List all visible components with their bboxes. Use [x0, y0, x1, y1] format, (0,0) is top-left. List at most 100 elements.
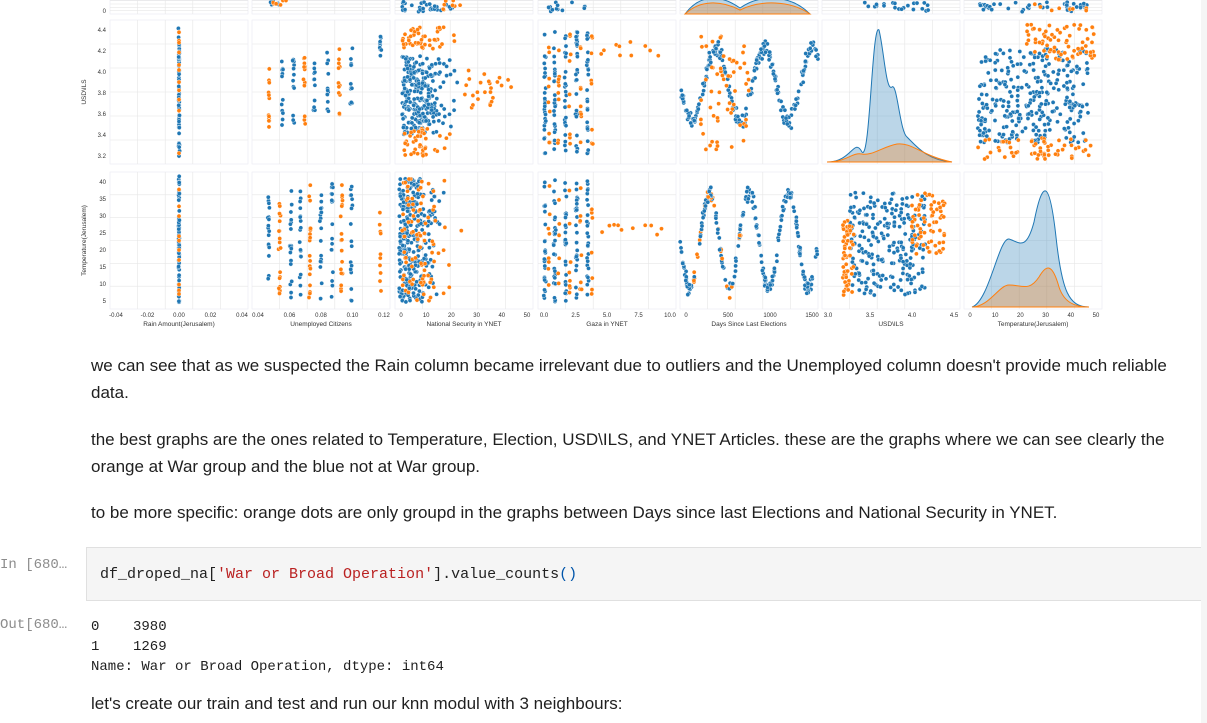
scatter-point — [288, 261, 294, 267]
scatter-point — [890, 274, 895, 280]
scatter-point — [1009, 59, 1014, 65]
scatter-point — [1001, 98, 1007, 104]
scatter-point — [338, 267, 344, 272]
scatter-point — [1056, 6, 1062, 11]
scatter-point — [414, 201, 420, 207]
scatter-point — [630, 225, 636, 231]
scatter-point — [866, 4, 871, 9]
scatter-point — [405, 184, 411, 189]
scatter-point — [402, 234, 407, 239]
scatter-point — [441, 79, 446, 85]
scatter-point — [709, 89, 714, 94]
scatter-point — [848, 205, 854, 210]
scatter-point — [750, 190, 755, 195]
scatter-point — [1078, 5, 1083, 10]
scatter-point — [898, 255, 904, 261]
scatter-point — [541, 61, 547, 66]
scatter-point — [574, 149, 580, 154]
scatter-point — [402, 7, 408, 12]
scatter-point — [288, 217, 294, 223]
scatter-point — [397, 234, 403, 239]
scatter-point — [1026, 111, 1032, 117]
scatter-point — [585, 147, 591, 153]
scatter-point — [840, 238, 846, 244]
scatter-point — [887, 200, 893, 206]
code-cell[interactable]: df_droped_na['War or Broad Operation'].v… — [86, 547, 1202, 601]
scatter-point — [752, 204, 758, 210]
scatter-point — [417, 207, 423, 213]
scatter-point — [279, 102, 284, 107]
scatter-point — [1045, 144, 1051, 149]
x-axis-label: Days Since Last Elections — [711, 321, 787, 328]
scatter-point — [709, 65, 715, 70]
scatter-point — [988, 150, 993, 155]
scatter-point — [852, 215, 857, 220]
scatter-point — [772, 265, 777, 271]
scatter-point — [176, 50, 182, 55]
scatter-point — [308, 226, 313, 231]
scatter-point — [482, 89, 488, 95]
scatter-point — [1045, 4, 1050, 10]
scatter-point — [1023, 125, 1028, 131]
scatter-point — [1015, 98, 1020, 103]
scatter-point — [797, 245, 803, 250]
scatter-point — [705, 194, 711, 200]
y-tick-label: 3.6 — [98, 112, 107, 118]
scatter-point — [864, 212, 870, 218]
scatter-point — [567, 290, 572, 295]
scatter-point — [298, 225, 304, 231]
scatter-point — [1084, 49, 1089, 55]
scatter-point — [1054, 105, 1060, 111]
scatter-point — [904, 195, 910, 201]
scatter-point — [319, 210, 324, 215]
scatter-point — [743, 106, 749, 111]
scatter-point — [868, 194, 874, 200]
scatter-point — [707, 50, 712, 56]
scatter-point — [414, 297, 420, 303]
scatter-point — [584, 219, 590, 224]
scatter-point — [741, 138, 746, 143]
y-tick-label: 3.2 — [98, 154, 107, 160]
scatter-point — [882, 201, 888, 206]
scatter-point — [584, 87, 590, 93]
scatter-point — [1053, 151, 1058, 157]
scatter-point — [378, 231, 384, 236]
scatter-point — [278, 2, 283, 8]
scatter-point — [717, 235, 722, 241]
scatter-point — [986, 128, 992, 133]
scatter-point — [989, 7, 995, 12]
scatter-point — [405, 59, 411, 65]
scatter-point — [1025, 116, 1031, 121]
scatter-point — [703, 203, 708, 209]
scatter-point — [868, 242, 874, 248]
markdown-paragraph-1: we can see that as we suspected the Rain… — [91, 356, 1167, 402]
scatter-point — [421, 273, 427, 279]
x-tick-label: 3.5 — [866, 313, 875, 319]
scatter-point — [409, 3, 415, 8]
scatter-point — [1074, 4, 1080, 10]
scatter-point — [759, 259, 764, 265]
scatter-point — [585, 212, 590, 218]
scatter-point — [919, 284, 925, 289]
scatter-point — [555, 271, 561, 276]
scatter-point — [1065, 85, 1070, 91]
scatter-point — [419, 179, 425, 184]
scatter-point — [573, 72, 579, 77]
scatter-point — [318, 259, 323, 264]
scatter-point — [679, 249, 684, 255]
code-line[interactable]: df_droped_na['War or Broad Operation'].v… — [100, 566, 577, 583]
scatter-point — [377, 278, 383, 284]
markdown-paragraph-2: the best graphs are the ones related to … — [91, 430, 1165, 476]
scatter-point — [745, 185, 751, 190]
scatter-point — [337, 46, 342, 52]
scatter-point — [177, 217, 182, 223]
scatter-point — [589, 275, 595, 281]
scatter-point — [425, 215, 431, 220]
scrollbar[interactable] — [1201, 0, 1207, 723]
scatter-point — [402, 86, 408, 91]
scatter-point — [791, 208, 797, 214]
scatter-point — [793, 96, 799, 102]
scatter-point — [562, 132, 568, 138]
scatter-point — [454, 80, 460, 85]
scatter-point — [898, 240, 904, 245]
